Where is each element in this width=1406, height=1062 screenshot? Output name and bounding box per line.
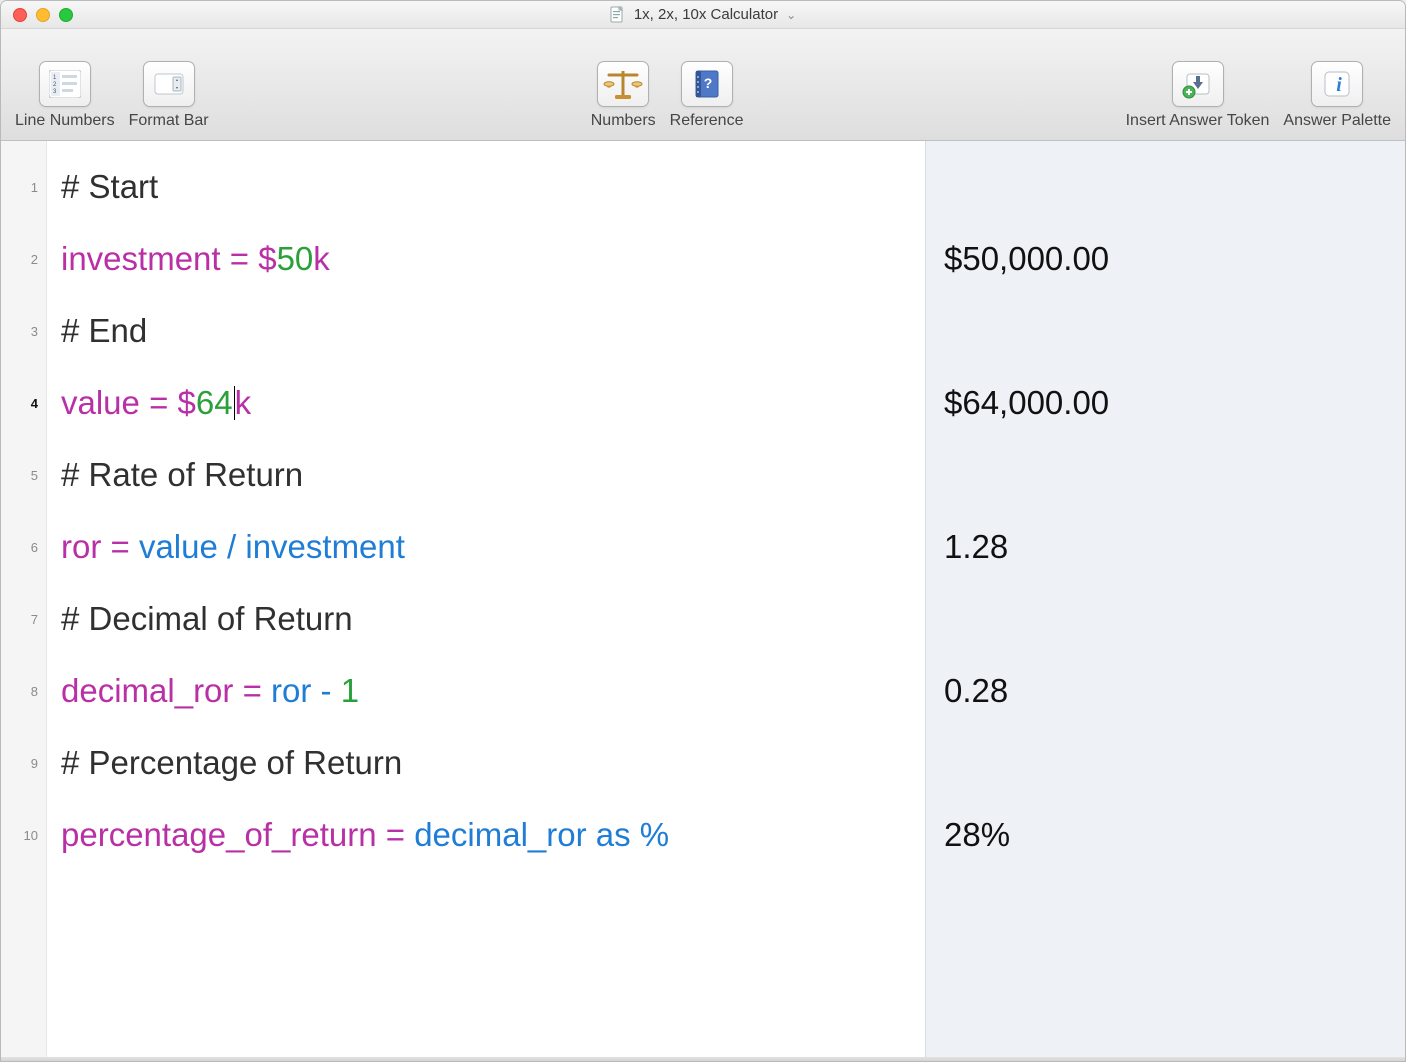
- toolbar-group-center: Numbers ? Reference: [591, 61, 744, 130]
- token-eq: =: [230, 240, 258, 278]
- code-line[interactable]: # Start: [47, 151, 925, 223]
- token-unit: $: [178, 384, 196, 422]
- tool-reference[interactable]: ? Reference: [670, 61, 744, 130]
- traffic-lights: [1, 8, 73, 22]
- token-comment: # Decimal of Return: [61, 600, 353, 638]
- tool-numbers[interactable]: Numbers: [591, 61, 656, 130]
- code-line[interactable]: ror = value / investment: [47, 511, 925, 583]
- code-column[interactable]: # Startinvestment = $50k# Endvalue = $64…: [47, 141, 925, 1057]
- window-title: 1x, 2x, 10x Calculator: [634, 6, 778, 23]
- token-op: -: [321, 672, 341, 710]
- toolbar-group-right: Insert Answer Token i Answer Palette: [1126, 61, 1391, 130]
- toolbar: 123 Line Numbers Format Bar Numbers: [1, 29, 1405, 141]
- token-kw: as: [596, 816, 640, 854]
- code-line[interactable]: # End: [47, 295, 925, 367]
- line-number: 9: [1, 727, 46, 799]
- token-num: 1: [341, 672, 359, 710]
- token-var: investment: [61, 240, 230, 278]
- result-value: 0.28: [926, 655, 1405, 727]
- zoom-button[interactable]: [59, 8, 73, 22]
- minimize-button[interactable]: [36, 8, 50, 22]
- token-unit: $: [258, 240, 276, 278]
- bottom-shadow: [1, 1057, 1405, 1061]
- line-number: 6: [1, 511, 46, 583]
- line-number: 3: [1, 295, 46, 367]
- token-ref: decimal_ror: [414, 816, 596, 854]
- code-line[interactable]: # Decimal of Return: [47, 583, 925, 655]
- titlebar: 1x, 2x, 10x Calculator ⌄: [1, 1, 1405, 29]
- line-number: 7: [1, 583, 46, 655]
- token-unit: k: [235, 384, 252, 422]
- token-comment: # Percentage of Return: [61, 744, 402, 782]
- format-bar-icon: [143, 61, 195, 107]
- reference-icon: ?: [681, 61, 733, 107]
- token-var: percentage_of_return: [61, 816, 386, 854]
- token-pct: %: [640, 816, 669, 854]
- code-line[interactable]: # Rate of Return: [47, 439, 925, 511]
- token-num: 50: [277, 240, 314, 278]
- result-value: [926, 439, 1405, 511]
- token-unit: k: [313, 240, 330, 278]
- tool-label: Numbers: [591, 112, 656, 130]
- close-button[interactable]: [13, 8, 27, 22]
- tool-label: Format Bar: [129, 112, 209, 130]
- result-value: [926, 295, 1405, 367]
- document-icon: [610, 7, 626, 23]
- token-eq: =: [243, 672, 271, 710]
- result-value: $50,000.00: [926, 223, 1405, 295]
- token-eq: =: [149, 384, 177, 422]
- result-value: 28%: [926, 799, 1405, 871]
- result-value: [926, 151, 1405, 223]
- token-ref: investment: [245, 528, 405, 566]
- token-comment: # Rate of Return: [61, 456, 303, 494]
- result-value: $64,000.00: [926, 367, 1405, 439]
- line-number: 8: [1, 655, 46, 727]
- token-op: /: [227, 528, 245, 566]
- code-line[interactable]: # Percentage of Return: [47, 727, 925, 799]
- tool-line-numbers[interactable]: 123 Line Numbers: [15, 61, 115, 130]
- editor: 12345678910 # Startinvestment = $50k# En…: [1, 141, 1405, 1057]
- tool-label: Insert Answer Token: [1126, 112, 1270, 130]
- tool-label: Reference: [670, 112, 744, 130]
- code-line[interactable]: percentage_of_return = decimal_ror as %: [47, 799, 925, 871]
- line-number: 4: [1, 367, 46, 439]
- result-value: 1.28: [926, 511, 1405, 583]
- tool-label: Line Numbers: [15, 112, 115, 130]
- line-number: 5: [1, 439, 46, 511]
- answer-palette-icon: i: [1311, 61, 1363, 107]
- scale-icon: [597, 61, 649, 107]
- token-var: decimal_ror: [61, 672, 243, 710]
- token-eq: =: [386, 816, 414, 854]
- token-var: ror: [61, 528, 111, 566]
- insert-answer-token-icon: [1172, 61, 1224, 107]
- token-ref: ror: [271, 672, 321, 710]
- code-line[interactable]: investment = $50k: [47, 223, 925, 295]
- result-value: [926, 727, 1405, 799]
- tool-label: Answer Palette: [1283, 112, 1391, 130]
- results-column: $50,000.00 $64,000.00 1.28 0.28 28%: [925, 141, 1405, 1057]
- line-number: 2: [1, 223, 46, 295]
- tool-answer-palette[interactable]: i Answer Palette: [1283, 61, 1391, 130]
- code-line[interactable]: value = $64k: [47, 367, 925, 439]
- toolbar-group-left: 123 Line Numbers Format Bar: [15, 61, 209, 130]
- svg-text:i: i: [1336, 74, 1342, 96]
- svg-text:?: ?: [703, 75, 712, 91]
- title-dropdown-icon[interactable]: ⌄: [786, 8, 796, 22]
- tool-insert-answer[interactable]: Insert Answer Token: [1126, 61, 1270, 130]
- line-number-gutter: 12345678910: [1, 141, 47, 1057]
- title-area: 1x, 2x, 10x Calculator ⌄: [1, 6, 1405, 23]
- token-ref: value: [139, 528, 227, 566]
- line-number: 10: [1, 799, 46, 871]
- token-num: 64: [196, 384, 233, 422]
- tool-format-bar[interactable]: Format Bar: [129, 61, 209, 130]
- token-var: value: [61, 384, 149, 422]
- line-numbers-icon: 123: [39, 61, 91, 107]
- token-eq: =: [111, 528, 139, 566]
- line-number: 1: [1, 151, 46, 223]
- result-value: [926, 583, 1405, 655]
- code-line[interactable]: decimal_ror = ror - 1: [47, 655, 925, 727]
- app-window: 1x, 2x, 10x Calculator ⌄ 123 Line Number…: [0, 0, 1406, 1062]
- token-comment: # End: [61, 312, 147, 350]
- token-comment: # Start: [61, 168, 158, 206]
